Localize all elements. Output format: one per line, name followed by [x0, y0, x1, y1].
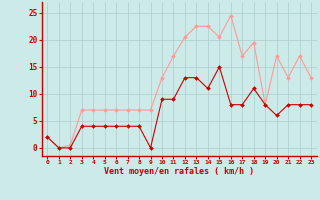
X-axis label: Vent moyen/en rafales ( km/h ): Vent moyen/en rafales ( km/h ) — [104, 167, 254, 176]
